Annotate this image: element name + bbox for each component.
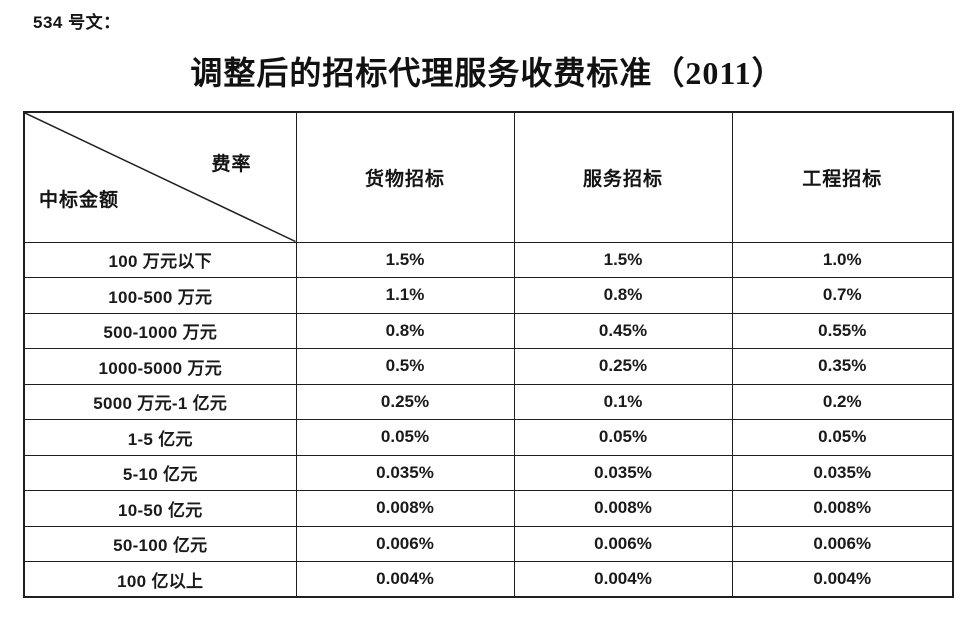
fee-value: 0.25% (513, 348, 733, 385)
fee-value: 1.1% (295, 277, 515, 314)
row-label: 5000 万元-1 亿元 (23, 383, 297, 420)
fee-value: 0.006% (731, 525, 954, 562)
fee-value: 0.035% (731, 454, 954, 491)
fee-value: 0.006% (295, 525, 515, 562)
row-label: 100-500 万元 (23, 277, 297, 314)
column-header-services: 服务招标 (513, 111, 733, 243)
table-row: 50-100 亿元 0.006% 0.006% 0.006% (23, 525, 954, 562)
table-row: 10-50 亿元 0.008% 0.008% 0.008% (23, 490, 954, 527)
fee-value: 0.55% (731, 312, 954, 349)
fee-value: 0.004% (295, 561, 515, 598)
fee-value: 0.2% (731, 383, 954, 420)
fee-value: 0.008% (731, 490, 954, 527)
fee-value: 0.004% (513, 561, 733, 598)
fee-rate-table: 费率 中标金额 货物招标 服务招标 工程招标 100 万元以下 1.5% 1.5… (23, 111, 954, 598)
fee-value: 0.008% (295, 490, 515, 527)
fee-value: 0.035% (513, 454, 733, 491)
row-label: 100 万元以下 (23, 241, 297, 278)
table-row: 100 亿以上 0.004% 0.004% 0.004% (23, 561, 954, 598)
row-label: 50-100 亿元 (23, 525, 297, 562)
table-row: 500-1000 万元 0.8% 0.45% 0.55% (23, 312, 954, 349)
fee-value: 0.5% (295, 348, 515, 385)
table-header-row: 费率 中标金额 货物招标 服务招标 工程招标 (23, 111, 954, 243)
fee-value: 1.5% (513, 241, 733, 278)
fee-value: 1.0% (731, 241, 954, 278)
table-row: 1-5 亿元 0.05% 0.05% 0.05% (23, 419, 954, 456)
fee-value: 0.05% (295, 419, 515, 456)
table-row: 5000 万元-1 亿元 0.25% 0.1% 0.2% (23, 383, 954, 420)
fee-value: 1.5% (295, 241, 515, 278)
fee-value: 0.05% (513, 419, 733, 456)
table-row: 1000-5000 万元 0.5% 0.25% 0.35% (23, 348, 954, 385)
corner-label-amount: 中标金额 (39, 189, 120, 211)
row-label: 10-50 亿元 (23, 490, 297, 527)
fee-value: 0.05% (731, 419, 954, 456)
fee-value: 0.1% (513, 383, 733, 420)
page-title: 调整后的招标代理服务收费标准（2011） (190, 55, 785, 91)
row-label: 1-5 亿元 (23, 419, 297, 456)
corner-label-rate: 费率 (211, 154, 252, 175)
fee-value: 0.004% (731, 561, 954, 598)
fee-value: 0.45% (513, 312, 733, 349)
fee-value: 0.35% (731, 348, 954, 385)
fee-value: 0.006% (513, 525, 733, 562)
fee-value: 0.008% (513, 490, 733, 527)
diagonal-divider-line (25, 113, 296, 242)
corner-header-cell: 费率 中标金额 (23, 111, 297, 243)
row-label: 500-1000 万元 (23, 312, 297, 349)
doc-ref: 534 号文： (33, 13, 121, 32)
row-label: 5-10 亿元 (23, 454, 297, 491)
table-row: 100 万元以下 1.5% 1.5% 1.0% (23, 241, 954, 278)
fee-value: 0.8% (295, 312, 515, 349)
fee-value: 0.035% (295, 454, 515, 491)
fee-value: 0.8% (513, 277, 733, 314)
column-header-goods: 货物招标 (295, 111, 515, 243)
row-label: 1000-5000 万元 (23, 348, 297, 385)
fee-value: 0.25% (295, 383, 515, 420)
table-row: 100-500 万元 1.1% 0.8% 0.7% (23, 277, 954, 314)
column-header-engineering: 工程招标 (731, 111, 954, 243)
table-row: 5-10 亿元 0.035% 0.035% 0.035% (23, 454, 954, 491)
row-label: 100 亿以上 (23, 561, 297, 598)
fee-value: 0.7% (731, 277, 954, 314)
